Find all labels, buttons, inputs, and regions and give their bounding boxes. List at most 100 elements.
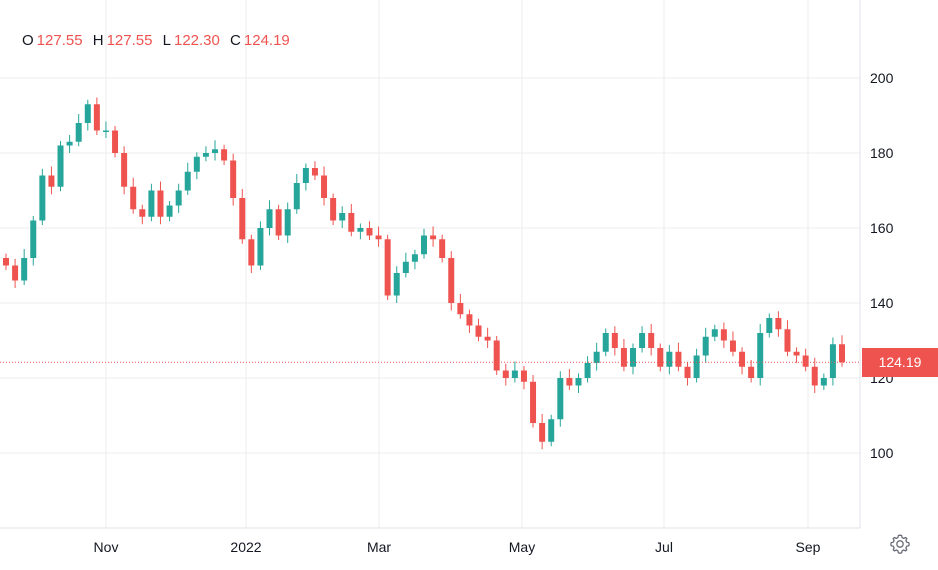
candle [384,234,391,300]
candle-body [657,348,664,367]
candle [448,251,455,311]
candle-body [3,258,9,266]
candle-body [239,198,246,240]
candle [311,161,318,180]
grid-lines [0,0,860,528]
candle-body [829,344,836,378]
y-tick-label: 200 [870,70,894,86]
candle-body [157,190,164,217]
open-value: 127.55 [36,32,83,49]
candle [321,166,328,206]
candle [12,258,19,288]
candle-body [802,355,809,367]
candle-body [575,378,582,386]
candle [775,311,782,337]
candle-body [266,209,273,228]
candle-body [684,366,691,378]
y-tick-label: 160 [870,220,894,236]
candle-body [448,258,455,303]
candle-body [375,235,382,240]
open-label: O [22,32,34,49]
candle-body [75,123,82,142]
candle [502,363,509,386]
candle [275,204,282,240]
candle [402,252,409,278]
candle-body [30,220,37,258]
candle [566,369,573,390]
candle [221,144,228,165]
candle [657,343,664,372]
candle-body [466,314,473,326]
candle [357,223,364,240]
candle [611,326,618,356]
candle [493,336,500,375]
candle-body [321,175,328,198]
candle-body [112,130,119,153]
candle [421,228,427,259]
candle [193,152,200,180]
candles [3,97,845,450]
candle-body [711,329,718,337]
candle-body [511,370,518,378]
candle-body [66,141,73,146]
candle-body [457,303,464,315]
candle [557,371,564,427]
candle-body [366,228,373,236]
candle [711,324,718,342]
candle-body [720,329,727,341]
candle-body [775,318,782,330]
candle [620,339,627,372]
candle [602,328,609,357]
candle-body [275,209,282,236]
candle [548,414,555,447]
candle-body [630,348,636,367]
candle [184,162,191,195]
candle [375,226,382,247]
candle-body [729,340,736,352]
gear-icon[interactable] [888,532,912,556]
candle [393,266,400,303]
candle-body [593,351,600,363]
candle-body [411,254,418,262]
candle [839,335,845,367]
candle [484,327,491,348]
candle-body [520,370,527,382]
candle-body [148,190,155,217]
last-price-tag: 124.19 [862,347,938,377]
candle-body [793,351,800,356]
candle [21,249,28,285]
x-tick-label: Nov [94,539,119,555]
candle-body [620,348,627,367]
candle-body [384,239,391,296]
candle [675,342,682,372]
candle-body [212,149,218,153]
candle [175,183,182,213]
candle-body [57,145,64,187]
x-tick-label: May [509,539,535,555]
candle-body [357,228,364,232]
candle-body [566,378,573,386]
x-tick-label: Sep [796,539,821,555]
candle-body [557,378,564,420]
candle [284,202,291,243]
candle-body [102,130,109,132]
candle-body [93,104,100,131]
candle [702,327,709,363]
close-value: 124.19 [243,32,290,49]
candle-body [484,336,491,341]
low-label: L [162,32,171,49]
candle [130,177,137,214]
candle-body [84,104,91,123]
candle [48,166,55,195]
candle-body [430,235,437,240]
ohlc-legend: O 127.55 H 127.55 L 122.30 C 124.19 [22,32,296,49]
candle-body [21,258,28,281]
candle [84,99,91,131]
time-axis-labels: Nov 2022 Mar May Jul Sep [94,539,821,555]
candle [748,360,755,383]
candle-body [539,423,546,442]
candle-body [166,205,173,217]
candle-body [302,168,309,183]
candle-body [439,239,446,258]
